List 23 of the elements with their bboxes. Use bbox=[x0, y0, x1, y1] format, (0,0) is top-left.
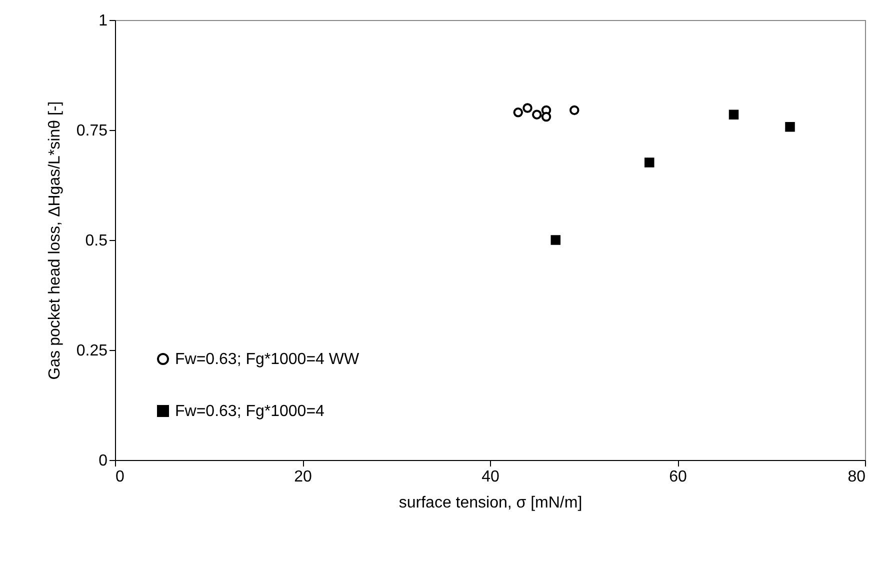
point bbox=[644, 158, 654, 168]
point bbox=[570, 105, 580, 116]
y-tick-label: 0 bbox=[98, 452, 108, 470]
x-tick-label: 0 bbox=[116, 468, 124, 486]
y-axis-title: Gas pocket head loss, ΔHgas/L*sinθ [-] bbox=[46, 101, 64, 380]
point bbox=[513, 108, 523, 118]
point bbox=[785, 122, 795, 132]
x-tick-label: 40 bbox=[482, 468, 500, 486]
point bbox=[532, 110, 542, 120]
point bbox=[550, 235, 560, 245]
y-tick-label: 0.5 bbox=[85, 232, 108, 250]
y-tick-label: 0.75 bbox=[76, 122, 108, 140]
y-tick-label: 0.25 bbox=[76, 342, 108, 360]
x-axis-title: surface tension, σ [mN/m] bbox=[398, 494, 582, 512]
legend-label: Fw=0.63; Fg*1000=4 WW bbox=[175, 351, 360, 368]
legend-label: Fw=0.63; Fg*1000=4 bbox=[175, 403, 325, 420]
x-tick-label: 80 bbox=[848, 468, 866, 486]
x-tick-label: 20 bbox=[294, 468, 312, 486]
x-tick-label: 60 bbox=[669, 468, 687, 486]
y-tick-label: 1 bbox=[98, 12, 108, 30]
point bbox=[541, 112, 552, 122]
point bbox=[522, 103, 532, 113]
point bbox=[728, 110, 739, 120]
